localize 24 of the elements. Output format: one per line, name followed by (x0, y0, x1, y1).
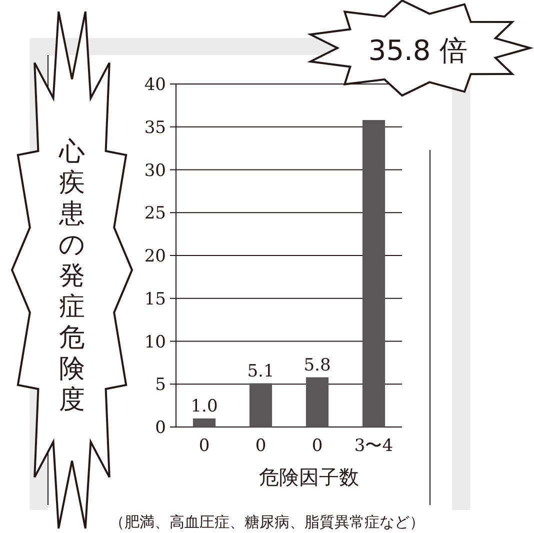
text: 心疾患の発症危険度 (58, 137, 86, 415)
bar (306, 377, 329, 427)
x-axis-title: 危険因子数 (259, 465, 359, 489)
x-tick-label: 3〜4 (354, 436, 394, 456)
data-label: 1.0 (190, 396, 218, 416)
x-tick-label: 0 (312, 436, 323, 456)
data-label: 5.8 (304, 355, 331, 376)
bar (249, 383, 272, 427)
y-tick-label: 0 (155, 418, 166, 438)
text: （肥満、高血圧症、糖尿病、脂質異常症など） (110, 513, 424, 531)
x-tick-label: 0 (198, 436, 210, 456)
y-tick-label: 5 (155, 375, 166, 396)
bar (192, 418, 216, 427)
y-tick-label: 15 (144, 289, 166, 310)
y-tick-label: 35 (144, 118, 166, 138)
y-tick-label: 40 (144, 75, 166, 95)
bar (362, 120, 386, 427)
y-tick-label: 20 (144, 246, 166, 266)
y-tick-label: 30 (144, 160, 166, 181)
y-tick-label: 10 (144, 332, 166, 352)
text: 35.8 倍 (368, 34, 468, 67)
data-label: 5.1 (247, 361, 274, 382)
x-tick-label: 0 (255, 436, 266, 456)
y-tick-label: 25 (144, 204, 166, 224)
